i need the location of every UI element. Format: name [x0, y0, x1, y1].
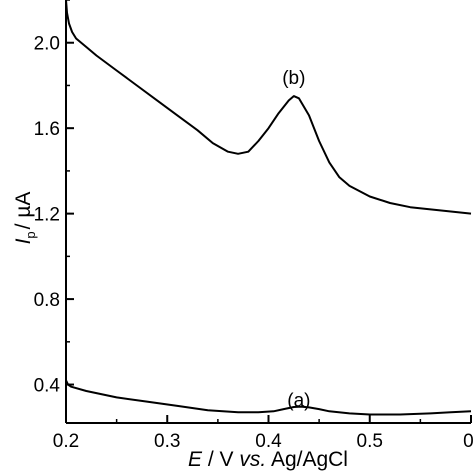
- series-layer: (a) (b): [65, 0, 472, 416]
- y-axis-title-subscript: p: [23, 231, 38, 238]
- x-axis-title-symbol: E: [188, 448, 203, 471]
- y-axis: 0.4 0.8 1.2 1.6 2.0: [34, 0, 74, 397]
- series-label-a: (a): [287, 391, 310, 412]
- x-axis-title-vs: vs.: [239, 448, 266, 471]
- x-axis: 0.2 0.3 0.4 0.5 0.: [53, 415, 474, 452]
- y-tick-label: 0.4: [34, 376, 61, 397]
- x-tick-label: 0.4: [255, 431, 282, 452]
- plot-area: [65, 0, 471, 424]
- x-axis-title-unit: / V: [208, 448, 234, 471]
- y-tick-label: 2.0: [34, 34, 60, 55]
- x-axis-title: E / V vs. Ag/AgCl: [188, 448, 348, 471]
- y-axis-title: Ip/ µA: [12, 192, 38, 245]
- x-tick-label: 0.: [463, 431, 474, 452]
- series-line-a: [65, 379, 472, 416]
- x-tick-label: 0.2: [53, 431, 79, 452]
- y-tick-label: 1.2: [34, 205, 60, 226]
- x-axis-title-reference: Ag/AgCl: [271, 448, 348, 471]
- y-tick-label: 0.8: [34, 290, 60, 311]
- series-line-b: [65, 0, 472, 215]
- x-tick-label: 0.3: [154, 431, 180, 452]
- x-tick-label: 0.5: [357, 431, 383, 452]
- y-tick-label: 1.6: [34, 119, 60, 140]
- series-label-b: (b): [282, 68, 305, 89]
- y-axis-title-unit: / µA: [12, 192, 35, 230]
- y-axis-title-symbol: I: [12, 238, 35, 244]
